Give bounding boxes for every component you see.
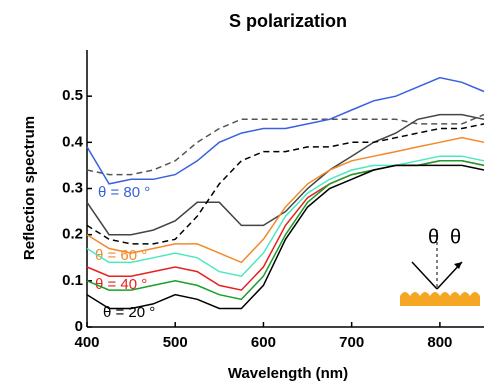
y-axis-label: Reflection spectrum (21, 116, 38, 260)
y-tick-label: 0 (75, 318, 83, 335)
series-line (86, 113, 485, 236)
series-line (86, 164, 485, 310)
series-line (86, 160, 485, 291)
y-tick-label: 0.1 (62, 272, 83, 289)
angle-label: θ (450, 226, 461, 248)
series-line (86, 113, 485, 176)
y-tick-label: 0.3 (62, 179, 83, 196)
series-line (86, 155, 485, 278)
x-tick-label: 500 (163, 334, 188, 351)
chart-title: S polarization (229, 11, 347, 31)
surface (400, 292, 480, 306)
series-label: θ = 20 ° (103, 304, 155, 321)
y-tick-label: 0.2 (62, 226, 83, 243)
series-label: θ = 80 ° (98, 184, 150, 201)
x-tick-label: 700 (339, 334, 364, 351)
series-line (86, 136, 485, 264)
y-tick-label: 0.5 (62, 87, 83, 104)
angle-label: θ (428, 226, 439, 248)
x-tick-label: 600 (251, 334, 276, 351)
series-line (86, 123, 485, 245)
arrow-head (454, 262, 462, 269)
x-axis-label: Wavelength (nm) (228, 365, 348, 382)
series-line (86, 76, 485, 185)
series-label: θ = 60 ° (95, 247, 147, 264)
incident-arrow (411, 261, 438, 290)
x-tick-label: 800 (427, 334, 452, 351)
x-tick-label: 400 (74, 334, 99, 351)
y-tick-label: 0.4 (62, 133, 84, 150)
inset: θ θ (400, 226, 480, 306)
